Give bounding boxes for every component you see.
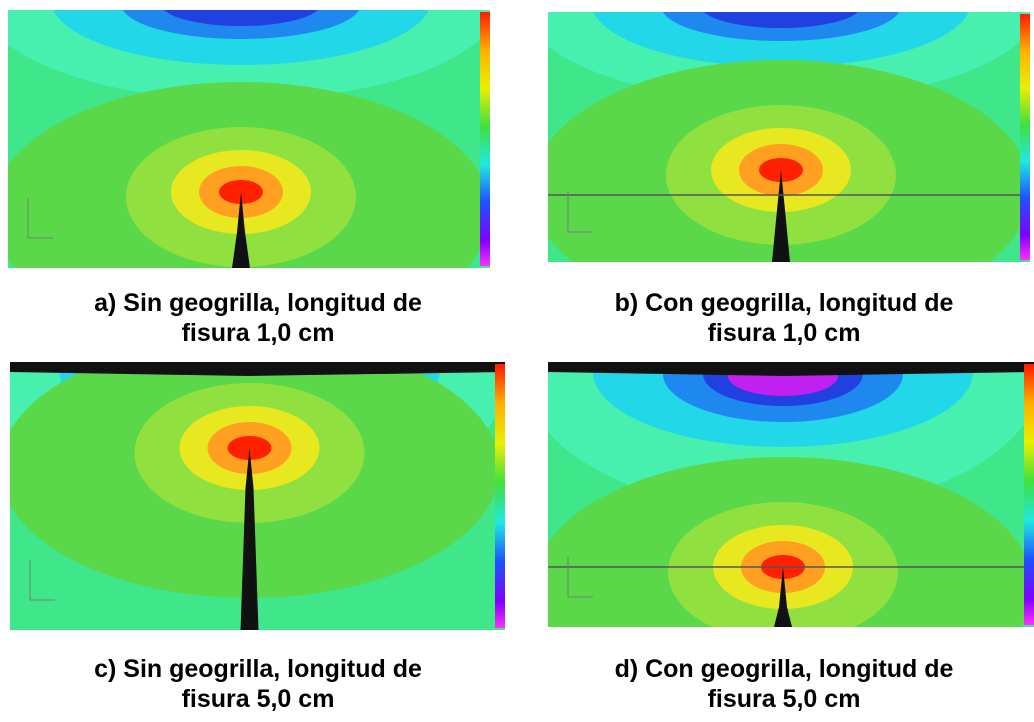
contour-plot <box>548 362 1034 627</box>
contour <box>164 10 318 26</box>
color-bar <box>1020 14 1030 260</box>
contour <box>704 12 858 28</box>
caption-line: fisura 1,0 cm <box>707 319 861 347</box>
load-plate <box>548 362 1034 376</box>
caption: d) Con geogrilla, longitud de fisura 5,0 … <box>534 654 1034 714</box>
caption-line: fisura 5,0 cm <box>181 685 335 713</box>
axis-triad <box>29 560 55 601</box>
caption-line: fisura 5,0 cm <box>707 685 861 713</box>
caption-line: a) Sin geogrilla, longitud de <box>94 289 422 317</box>
color-bar <box>1024 364 1034 625</box>
contour-plot <box>10 362 505 630</box>
contour-plot <box>8 10 490 268</box>
load-plate <box>10 362 505 376</box>
color-bar <box>495 364 505 628</box>
crack <box>772 170 790 262</box>
crack <box>774 567 792 627</box>
caption-line: b) Con geogrilla, longitud de <box>614 289 954 317</box>
crack <box>240 448 259 630</box>
caption: a) Sin geogrilla, longitud de fisura 1,0 … <box>8 288 508 348</box>
crack <box>232 192 250 268</box>
caption: b) Con geogrilla, longitud de fisura 1,0 … <box>534 288 1034 348</box>
caption-line: d) Con geogrilla, longitud de <box>614 655 954 683</box>
axis-triad <box>27 198 53 239</box>
axis-triad <box>567 192 593 233</box>
caption-line: fisura 1,0 cm <box>181 319 335 347</box>
axis-triad <box>567 557 593 598</box>
contour-plot <box>548 12 1030 262</box>
caption-line: c) Sin geogrilla, longitud de <box>94 655 422 683</box>
color-bar <box>480 12 490 266</box>
caption: c) Sin geogrilla, longitud de fisura 5,0 … <box>8 654 508 714</box>
